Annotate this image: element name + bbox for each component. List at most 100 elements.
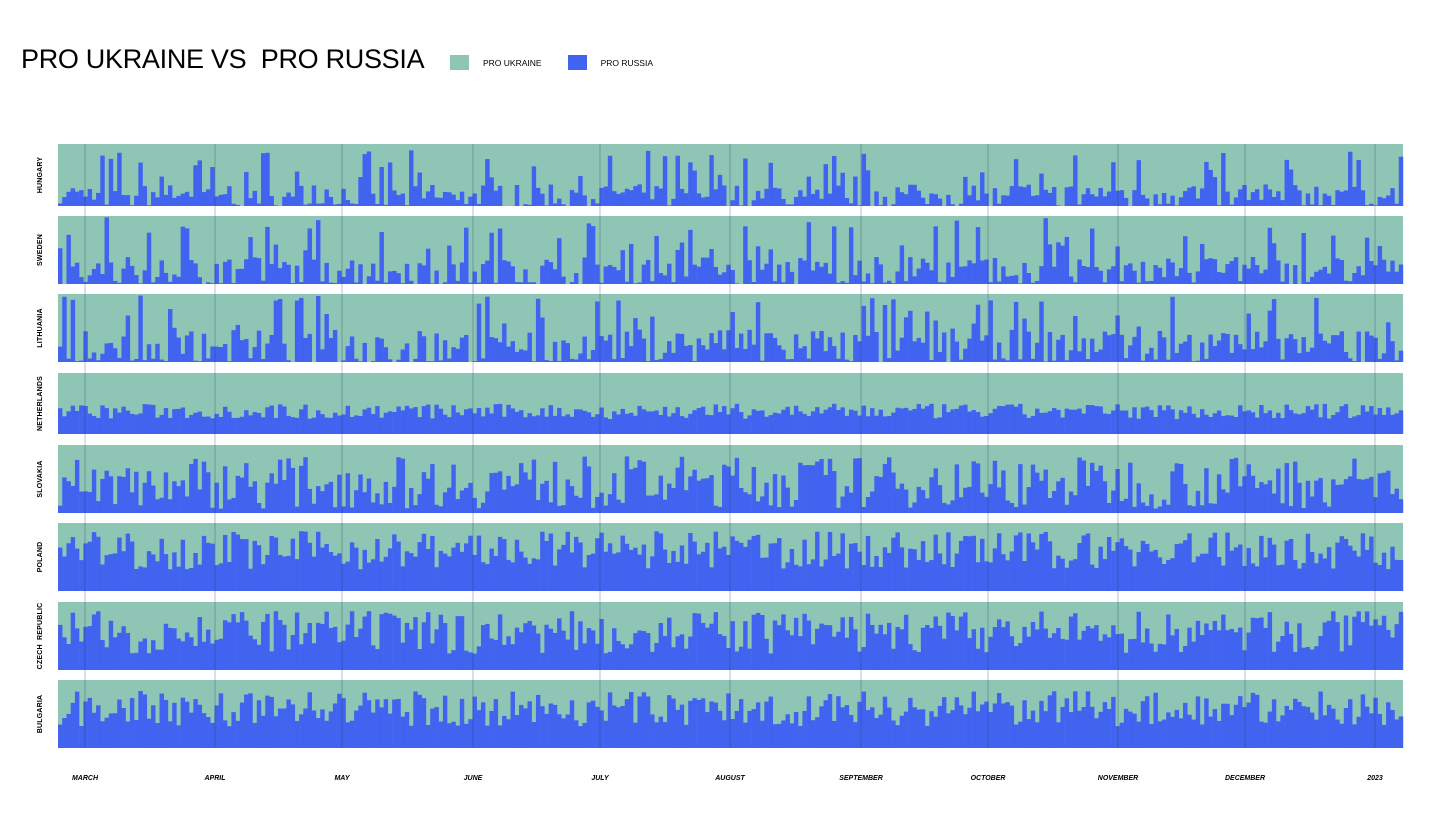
pro-russia-bar bbox=[1288, 169, 1294, 206]
pro-russia-bar bbox=[612, 628, 617, 670]
pro-russia-bar bbox=[345, 473, 351, 513]
pro-russia-bar bbox=[502, 715, 507, 748]
pro-russia-bar bbox=[1309, 552, 1315, 591]
pro-russia-bar bbox=[624, 543, 630, 591]
pro-russia-bar bbox=[832, 636, 837, 670]
pro-russia-bar bbox=[1242, 566, 1247, 591]
pro-russia-bar bbox=[1373, 205, 1378, 206]
pro-russia-bar bbox=[569, 552, 575, 591]
pro-russia-bar bbox=[1293, 651, 1298, 670]
pro-russia-bar bbox=[476, 646, 482, 670]
pro-russia-bar bbox=[320, 547, 325, 591]
pro-russia-bar bbox=[1166, 712, 1171, 748]
pro-russia-bar bbox=[400, 349, 406, 362]
pro-russia-bar bbox=[1263, 184, 1268, 206]
pro-russia-bar bbox=[662, 635, 668, 670]
pro-russia-bar bbox=[370, 414, 376, 434]
pro-russia-bar bbox=[261, 280, 266, 284]
pro-russia-bar bbox=[1314, 480, 1319, 513]
pro-russia-bar bbox=[100, 353, 105, 362]
pro-russia-bar bbox=[1386, 629, 1391, 670]
pro-russia-bar bbox=[1149, 723, 1154, 748]
pro-russia-bar bbox=[341, 506, 346, 513]
pro-russia-bar bbox=[595, 414, 600, 434]
pro-russia-bar bbox=[121, 406, 126, 434]
pro-russia-bar bbox=[307, 333, 312, 362]
pro-russia-bar bbox=[277, 404, 283, 434]
pro-russia-bar bbox=[633, 283, 638, 284]
pro-russia-bar bbox=[387, 502, 393, 513]
pro-russia-bar bbox=[967, 338, 972, 362]
pro-russia-bar bbox=[662, 275, 668, 284]
pro-russia-bar bbox=[1331, 204, 1336, 206]
pro-russia-bar bbox=[1102, 196, 1108, 206]
pro-russia-bar bbox=[844, 568, 850, 591]
pro-russia-bar bbox=[1301, 562, 1306, 591]
pro-russia-bar bbox=[1051, 490, 1057, 513]
pro-russia-bar bbox=[806, 620, 812, 670]
pro-russia-bar bbox=[971, 461, 977, 513]
pro-russia-bar bbox=[1322, 622, 1328, 670]
pro-russia-bar bbox=[984, 496, 989, 513]
pro-russia-bar bbox=[1068, 409, 1074, 434]
pro-russia-bar bbox=[692, 541, 697, 591]
pro-russia-bar bbox=[810, 331, 816, 362]
pro-russia-bar bbox=[66, 644, 71, 670]
pro-russia-bar bbox=[713, 702, 719, 748]
pro-russia-bar bbox=[506, 404, 511, 434]
pro-russia-bar bbox=[1174, 205, 1180, 206]
pro-russia-bar bbox=[1229, 352, 1235, 362]
pro-russia-bar bbox=[79, 405, 84, 434]
pro-russia-bar bbox=[231, 283, 236, 284]
pro-russia-bar bbox=[1030, 710, 1036, 748]
pro-russia-bar bbox=[1386, 195, 1391, 206]
pro-russia-bar bbox=[1293, 559, 1298, 591]
pro-russia-bar bbox=[1373, 414, 1378, 434]
pro-russia-bar bbox=[984, 193, 989, 206]
pro-russia-bar bbox=[946, 612, 951, 670]
pro-russia-bar bbox=[734, 283, 740, 284]
pro-russia-bar bbox=[1276, 468, 1281, 513]
pro-russia-bar bbox=[438, 408, 444, 434]
pro-russia-bar bbox=[827, 273, 833, 284]
pro-russia-bar bbox=[472, 554, 477, 591]
pro-russia-bar bbox=[823, 624, 828, 670]
month-label: MARCH bbox=[72, 775, 99, 782]
pro-russia-bar bbox=[328, 417, 334, 434]
pro-russia-bar bbox=[324, 543, 329, 591]
pro-russia-bar bbox=[751, 614, 757, 670]
pro-russia-bar bbox=[1322, 502, 1328, 513]
pro-russia-bar bbox=[645, 696, 651, 748]
pro-russia-bar bbox=[155, 276, 160, 284]
pro-russia-bar bbox=[125, 257, 131, 284]
pro-russia-bar bbox=[1284, 463, 1289, 513]
pro-russia-bar bbox=[459, 551, 465, 591]
pro-russia-bar bbox=[87, 413, 93, 434]
pro-russia-bar bbox=[514, 484, 520, 513]
pro-russia-bar bbox=[975, 412, 981, 434]
pro-russia-bar bbox=[696, 699, 702, 748]
pro-russia-bar bbox=[1183, 412, 1188, 434]
pro-russia-bar bbox=[345, 346, 351, 362]
pro-russia-bar bbox=[409, 487, 414, 513]
pro-russia-bar bbox=[586, 359, 592, 362]
pro-russia-bar bbox=[925, 725, 930, 748]
pro-russia-bar bbox=[438, 197, 444, 206]
pro-russia-bar bbox=[1326, 704, 1332, 748]
pro-russia-bar bbox=[832, 346, 837, 362]
pro-russia-bar bbox=[612, 553, 617, 591]
pro-russia-bar bbox=[345, 405, 351, 434]
pro-russia-bar bbox=[1364, 706, 1370, 748]
legend-label-pro-ukraine: PRO UKRAINE bbox=[483, 57, 542, 68]
panel-poland: POLAND bbox=[37, 523, 1404, 591]
pro-russia-bar bbox=[1263, 722, 1268, 748]
pro-russia-bar bbox=[722, 406, 727, 434]
pro-russia-bar bbox=[451, 650, 456, 670]
pro-russia-bar bbox=[290, 417, 296, 434]
pro-russia-bar bbox=[210, 543, 215, 591]
pro-russia-bar bbox=[823, 164, 828, 206]
pro-russia-bar bbox=[743, 722, 748, 748]
pro-russia-bar bbox=[1178, 268, 1184, 284]
pro-russia-bar bbox=[1221, 614, 1226, 670]
pro-russia-bar bbox=[1381, 724, 1387, 748]
